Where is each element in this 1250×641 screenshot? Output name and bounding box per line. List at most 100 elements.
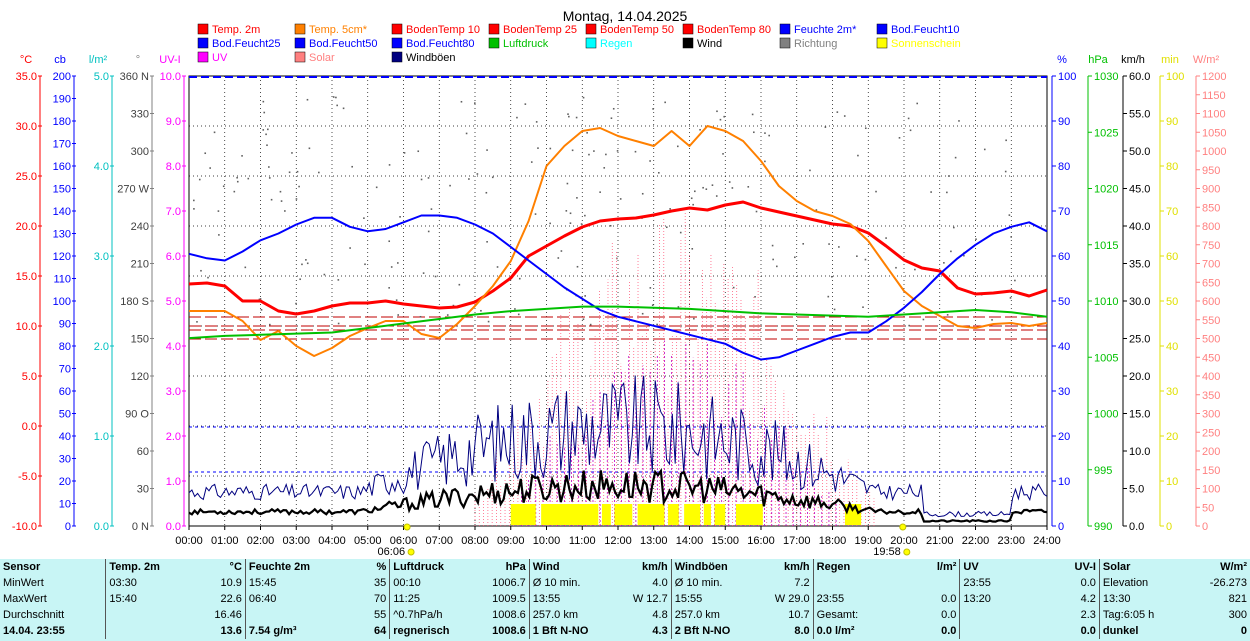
axis-tick-label: 60	[1166, 251, 1178, 263]
direction-dot	[337, 322, 340, 325]
direction-dot	[649, 287, 652, 289]
x-tick-label: 02:00	[247, 535, 275, 547]
axis-tick-label: 30	[137, 484, 149, 496]
stats-cell: 13:20	[959, 591, 1035, 607]
axis-tick-label: 170	[53, 139, 71, 151]
axis-tick-label: 130	[53, 229, 71, 241]
axis-tick-label: 900	[1202, 184, 1220, 196]
legend-label: Richtung	[794, 38, 837, 50]
axis-tick-label: 100	[1058, 71, 1076, 83]
direction-dot	[723, 115, 726, 118]
legend-label: Temp. 2m	[212, 24, 260, 36]
legend-swatch	[585, 37, 597, 49]
stats-cell: 13:30	[1098, 591, 1191, 607]
direction-dot	[296, 170, 299, 173]
direction-dot	[610, 117, 613, 120]
stats-cell: 257.0 km	[670, 607, 758, 623]
legend-item: BodenTemp 25	[488, 23, 577, 36]
direction-dot	[298, 185, 300, 188]
legend-label: Sonnenschein	[891, 38, 961, 50]
stats-cell: 03:30	[105, 575, 181, 591]
axis-tick-label: 1020	[1094, 184, 1118, 196]
direction-dot	[549, 222, 551, 225]
direction-dot	[474, 102, 476, 104]
legend-item: Regen	[585, 37, 632, 50]
direction-dot	[375, 186, 378, 189]
direction-dot	[267, 128, 269, 131]
axis-tick-label: 70	[1058, 206, 1070, 218]
axis-tick-label: 240	[131, 221, 149, 233]
direction-dot	[349, 247, 351, 249]
stats-cell: 16.46	[214, 609, 242, 621]
direction-dot	[669, 208, 671, 210]
sunshine-block	[735, 504, 763, 525]
axis-tick-label: 650	[1202, 277, 1220, 289]
axis-tick-label: 200	[1202, 446, 1220, 458]
stats-cell: 15:40	[105, 591, 181, 607]
axis-tick-label: -10.0	[12, 521, 37, 533]
axis-tick-label: 30	[59, 454, 71, 466]
direction-dot	[584, 214, 586, 217]
stats-cell: 0.0	[941, 593, 957, 605]
axis-tick-label: 400	[1202, 371, 1220, 383]
axis-tick-label: 5.0	[94, 71, 109, 83]
axis-tick-label: 550	[1202, 315, 1220, 327]
axis-tick-label: 50	[1166, 296, 1178, 308]
stats-cell: Ø 10 min.	[528, 575, 616, 591]
legend-swatch	[876, 23, 888, 35]
stats-table: Sensor Temp. 2m °C Feuchte 2m% Luftdruck hPa W…	[0, 559, 1250, 639]
stats-row: MinWert 03:30 10.9 15:45 35 00:10 1006.7 Ø 10 m…	[0, 575, 1250, 591]
direction-dot	[258, 298, 261, 301]
stats-cell: 70	[373, 593, 387, 605]
x-tick-label: 00:00	[175, 535, 203, 547]
direction-dot	[458, 283, 461, 286]
direction-dot	[649, 160, 651, 162]
legend-item: Temp. 5cm*	[294, 23, 368, 36]
sun-marker-icon	[407, 548, 415, 556]
axis-tick-label: 6.0	[166, 251, 181, 263]
direction-dot	[557, 257, 560, 259]
stats-cell: Luftdruck	[389, 559, 477, 575]
axis-tick-label: 0 N	[132, 521, 149, 533]
direction-dot	[1005, 139, 1007, 142]
legend-label: BodenTemp 10	[406, 24, 480, 36]
stats-cell: 10.9	[220, 577, 242, 589]
stats-cell: Durchschnitt	[3, 609, 65, 621]
direction-dot	[651, 304, 654, 306]
direction-dot	[764, 132, 766, 134]
direction-dot	[656, 323, 658, 326]
direction-dot	[809, 169, 811, 172]
axis-tick-label: 10	[1058, 476, 1070, 488]
direction-dot	[323, 273, 326, 276]
axis-unit: l/m²	[89, 54, 108, 66]
x-tick-label: 13:00	[640, 535, 668, 547]
direction-dot	[908, 324, 910, 327]
stats-row: 14.04. 23:55 13.6 7.54 g/m³ 64 regnerisch 100…	[0, 623, 1250, 639]
stats-cell	[105, 607, 181, 623]
x-tick-label: 22:00	[962, 535, 990, 547]
direction-dot	[486, 149, 488, 151]
direction-dot	[1010, 236, 1013, 238]
direction-dot	[265, 133, 267, 136]
axis-tick-label: 210	[131, 259, 149, 271]
stats-cell: UV	[959, 559, 1035, 575]
stats-cell: 1008.6	[492, 609, 526, 621]
direction-dot	[388, 240, 391, 243]
sunshine-series	[510, 504, 862, 525]
axis-tick-label: 300	[131, 146, 149, 158]
axis-tick-label: 300	[1202, 409, 1220, 421]
axis-tick-label: 60	[137, 446, 149, 458]
legend-item: Bod.Feucht50	[294, 37, 378, 50]
axis-tick-label: 180	[53, 116, 71, 128]
direction-dot	[589, 323, 592, 326]
stats-cell: 0.0 l/m²	[812, 623, 907, 639]
direction-dot	[641, 192, 644, 195]
axis-tick-label: 50	[1202, 502, 1214, 514]
x-tick-label: 17:00	[783, 535, 811, 547]
axis-tick-label: 70	[1166, 206, 1178, 218]
axis-tick-label: 1000	[1094, 409, 1118, 421]
direction-dot	[802, 243, 805, 245]
direction-dot	[306, 98, 309, 101]
direction-dot	[262, 100, 265, 103]
stats-cell: 821	[1228, 593, 1247, 605]
